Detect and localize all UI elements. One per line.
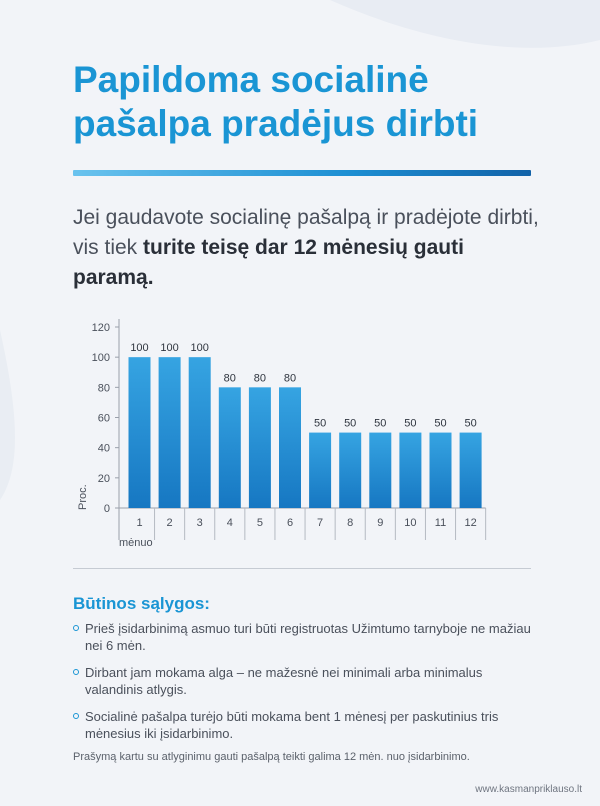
conditions-list: Prieš įsidarbinimą asmuo turi būti regis… [73, 620, 543, 752]
y-tick-label: 40 [98, 443, 110, 455]
bullet-icon [73, 625, 79, 631]
bar-value-label: 100 [160, 342, 178, 354]
bar [459, 432, 482, 508]
x-tick-label: 9 [377, 517, 383, 529]
condition-item: Dirbant jam mokama alga – ne mažesnė nei… [73, 664, 543, 698]
bullet-icon [73, 669, 79, 675]
title-accent-bar [73, 170, 531, 176]
x-tick-label: 2 [167, 517, 173, 529]
x-tick-label: 12 [464, 517, 476, 529]
x-tick-label: 3 [197, 517, 203, 529]
section-divider [73, 568, 531, 569]
x-axis-label: mėnuo [119, 537, 153, 549]
intro-text: Jei gaudavote socialinę pašalpą ir pradė… [73, 203, 543, 293]
bar-value-label: 100 [130, 342, 148, 354]
footnote: Prašymą kartu su atlyginimu gauti pašalp… [73, 751, 470, 763]
bar [128, 357, 151, 508]
bars: 100 100 100 80 80 80 50 50 50 50 50 50 [128, 342, 482, 508]
bar-value-label: 50 [314, 418, 326, 430]
bar-value-label: 50 [464, 418, 476, 430]
y-tick-label: 100 [92, 352, 110, 364]
bar [248, 387, 271, 508]
x-tick-label: 8 [347, 517, 353, 529]
bar-value-label: 80 [254, 372, 266, 384]
x-tick-label: 5 [257, 517, 263, 529]
condition-text: Socialinė pašalpa turėjo būti mokama ben… [85, 709, 499, 741]
bar [429, 432, 452, 508]
title-line-2: pašalpa pradėjus dirbti [73, 103, 479, 144]
y-axis-label: Proc. [77, 484, 89, 510]
x-tick-label: 4 [227, 517, 233, 529]
x-tick-label: 1 [136, 517, 142, 529]
title-line-1: Papildoma socialinė [73, 59, 429, 100]
x-tick-label: 11 [435, 517, 446, 529]
intro-regular: Jei gaudavote socialinę pašalpą ir pradė… [73, 206, 539, 259]
bar [369, 432, 392, 508]
bar-value-label: 50 [374, 418, 386, 430]
x-tick-label: 6 [287, 517, 293, 529]
bar [309, 432, 332, 508]
x-tick-label: 7 [317, 517, 323, 529]
bar [339, 432, 362, 508]
bar-value-label: 80 [224, 372, 236, 384]
bar-value-label: 50 [434, 418, 446, 430]
x-tick-label: 10 [404, 517, 416, 529]
condition-text: Dirbant jam mokama alga – ne mažesnė nei… [85, 665, 483, 697]
bar-value-label: 100 [191, 342, 209, 354]
condition-item: Socialinė pašalpa turėjo būti mokama ben… [73, 708, 543, 742]
y-tick-label: 80 [98, 382, 110, 394]
y-tick-label: 0 [104, 503, 110, 515]
condition-text: Prieš įsidarbinimą asmuo turi būti regis… [85, 621, 531, 653]
y-tick-label: 120 [92, 322, 110, 334]
y-axis: 0 20 40 60 80 100 120 [92, 319, 120, 540]
y-tick-label: 20 [98, 473, 110, 485]
bar-value-label: 50 [404, 418, 416, 430]
x-axis: 1 2 3 4 5 6 7 8 9 10 11 12 [119, 507, 487, 540]
conditions-title: Būtinos sąlygos: [73, 594, 210, 613]
intro-bold: turite teisę dar 12 mėnesių gauti paramą… [73, 236, 464, 289]
bar [188, 357, 211, 508]
bar [399, 432, 422, 508]
bar-value-label: 50 [344, 418, 356, 430]
y-tick-label: 60 [98, 413, 110, 425]
bar-value-label: 80 [284, 372, 296, 384]
condition-item: Prieš įsidarbinimą asmuo turi būti regis… [73, 620, 543, 654]
bar [218, 387, 241, 508]
page-title: Papildoma socialinė pašalpa pradėjus dir… [73, 58, 553, 146]
bar [158, 357, 181, 508]
bar [279, 387, 301, 508]
website-link[interactable]: www.kasmanpriklauso.lt [475, 784, 582, 795]
bullet-icon [73, 713, 79, 719]
